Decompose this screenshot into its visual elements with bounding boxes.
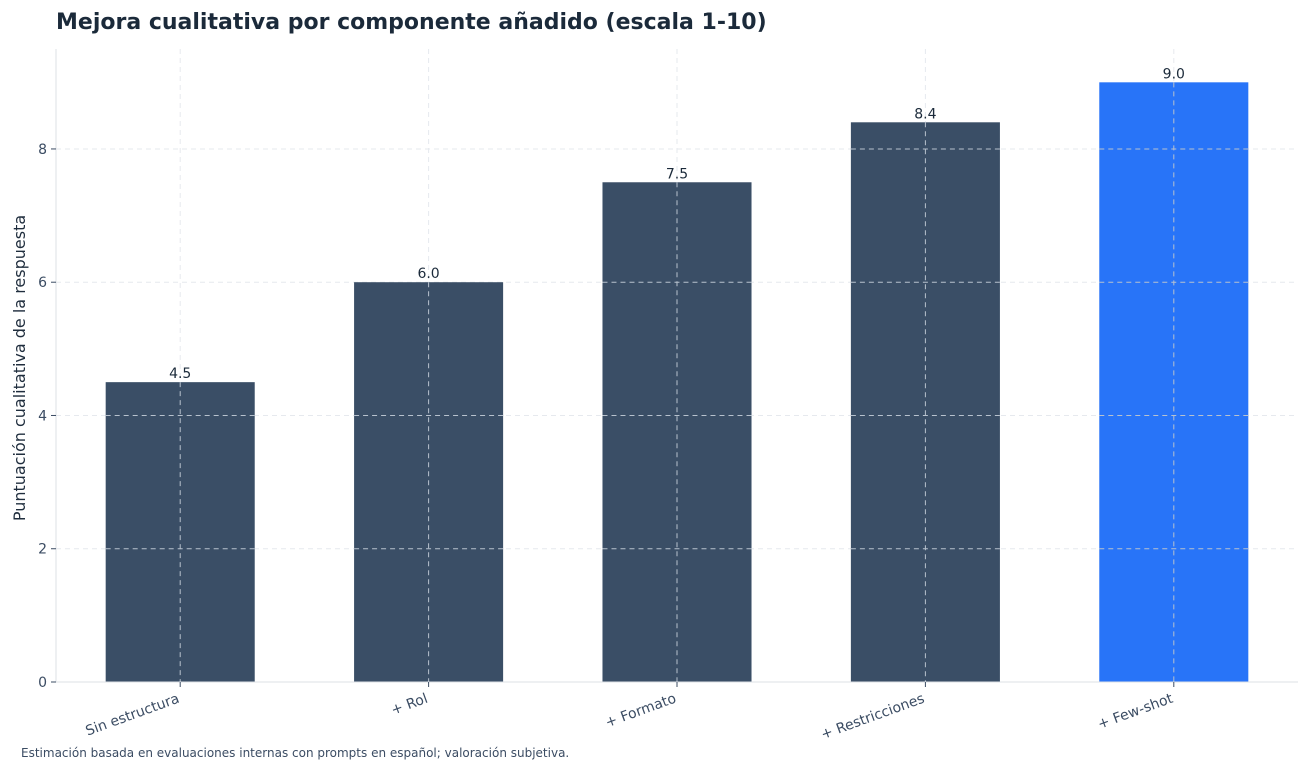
y-tick-label: 8 [38,142,47,158]
footnote: Estimación basada en evaluaciones intern… [21,746,569,760]
x-tick-label: + Formato [603,691,678,731]
y-axis-label: Puntuación cualitativa de la respuesta [10,215,29,521]
x-tick-label: + Rol [389,691,430,719]
bar-value-label: 4.5 [169,366,191,382]
bar-value-label: 8.4 [914,106,936,122]
chart-title: Mejora cualitativa por componente añadid… [56,10,767,35]
x-tick-label: + Restricciones [819,691,927,743]
x-tick-label: Sin estructura [84,691,182,740]
bar-value-label: 6.0 [417,266,439,282]
y-tick-label: 6 [38,275,47,291]
y-tick-label: 0 [38,675,47,691]
bar-value-label: 9.0 [1163,66,1185,82]
x-tick-label: + Few-shot [1096,691,1176,733]
bar-value-label: 7.5 [666,166,688,182]
y-tick-label: 4 [38,408,47,424]
axes-layer [51,49,1298,687]
grid-overlay-layer [105,82,1249,682]
y-tick-label: 2 [38,542,47,558]
